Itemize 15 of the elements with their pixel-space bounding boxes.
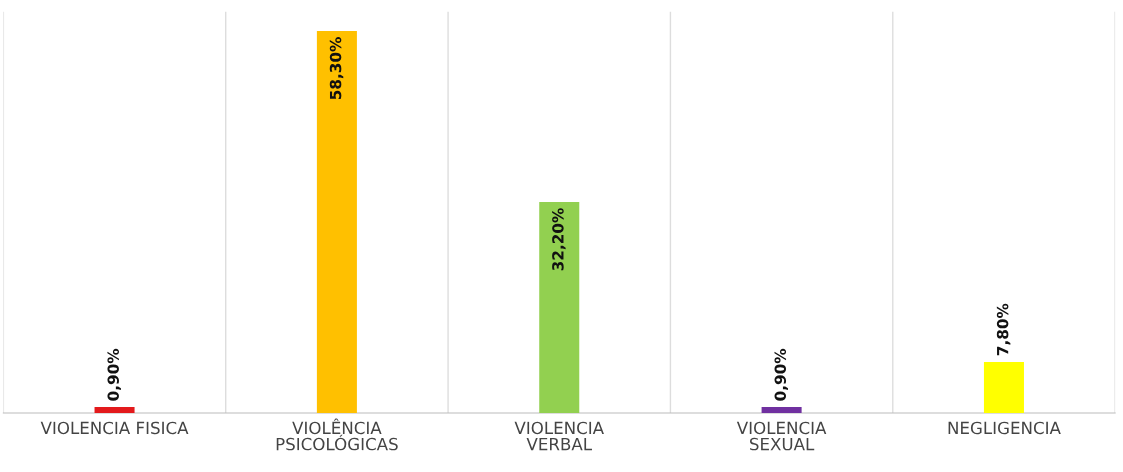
x-tick-label: VIOLENCIA FISICA	[40, 421, 189, 435]
data-label: 0,90%	[774, 348, 788, 401]
x-tick-label: VIOLÊNCIA PSICOLÓGICAS	[276, 418, 398, 451]
data-label: 58,30%	[329, 37, 344, 100]
data-label: 32,20%	[552, 208, 566, 271]
data-label: 0,90%	[107, 348, 121, 401]
x-tick-label: VIOLENCIA SEXUAL	[736, 421, 827, 451]
x-tick-label: NEGLIGENCIA	[948, 421, 1061, 435]
bar	[94, 407, 135, 413]
bar	[983, 361, 1024, 413]
data-label: 7,80%	[996, 303, 1011, 356]
bar	[761, 407, 802, 413]
x-tick-label: VIOLENCIA VERBAL	[514, 421, 604, 451]
bar	[316, 30, 357, 413]
bar	[539, 201, 580, 413]
